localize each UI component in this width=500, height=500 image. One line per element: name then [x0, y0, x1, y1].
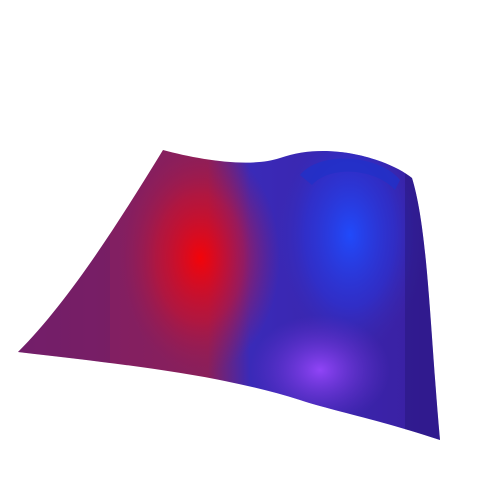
surface-peak [120, 150, 280, 373]
surface-highlight [250, 315, 390, 425]
surface-ridge [300, 158, 400, 190]
